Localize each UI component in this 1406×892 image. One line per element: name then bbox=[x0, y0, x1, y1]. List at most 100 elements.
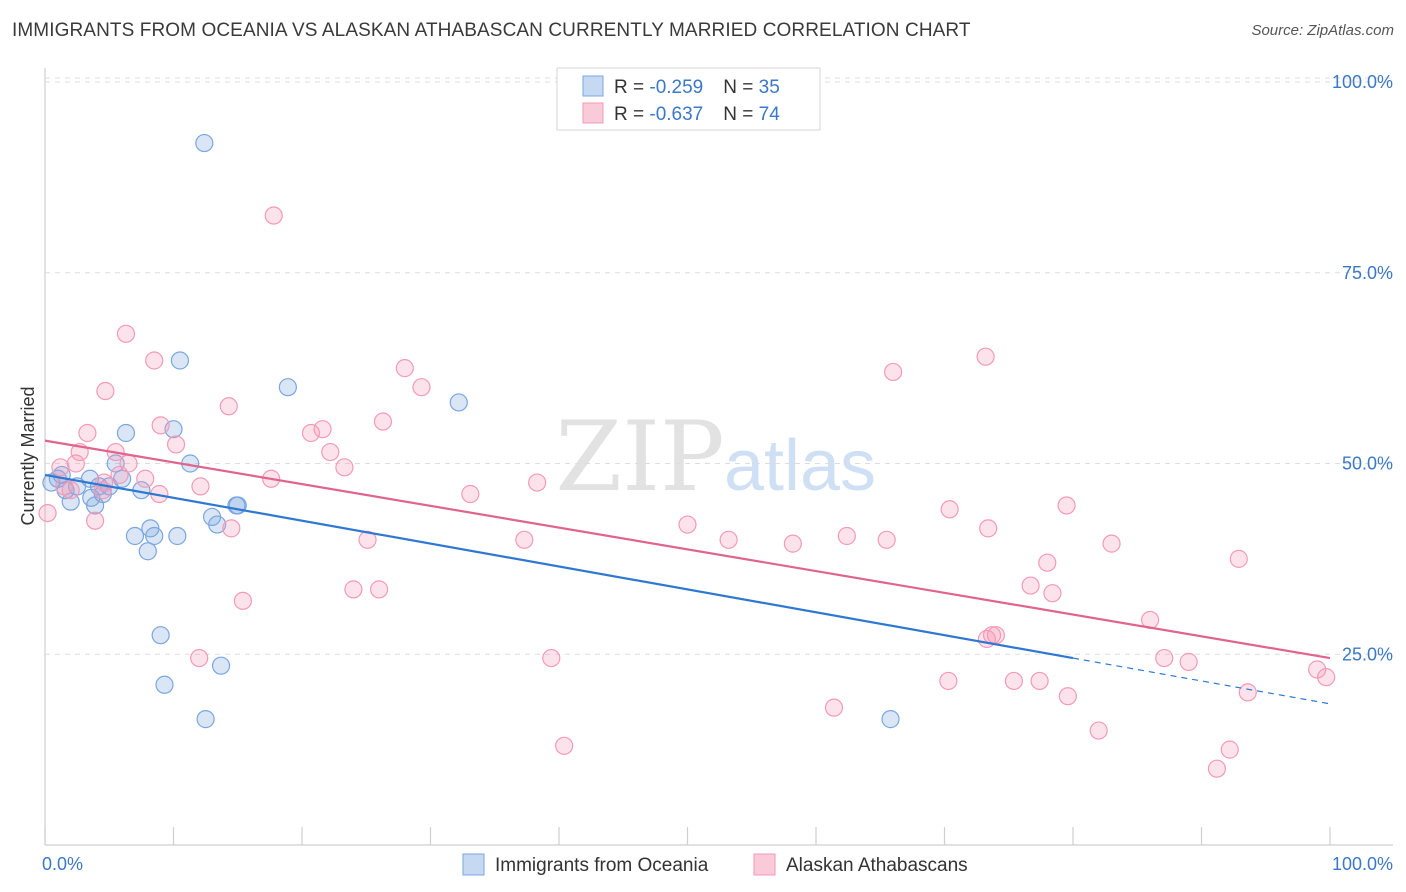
oceania-point-17 bbox=[138, 542, 157, 561]
oceania-point-35 bbox=[881, 710, 900, 729]
series-legend-swatch-oceania bbox=[462, 853, 485, 876]
athabascan-point-14 bbox=[119, 454, 138, 473]
athabascan-point-46 bbox=[837, 526, 856, 546]
athabascan-point-39 bbox=[528, 473, 547, 492]
oceania-point-33 bbox=[278, 378, 297, 397]
athabascan-point-31 bbox=[344, 580, 363, 599]
oceania-trend-line bbox=[44, 473, 1074, 660]
athabascan-point-26 bbox=[264, 206, 283, 225]
athabascan-point-24 bbox=[233, 591, 252, 610]
athabascan-point-61 bbox=[1057, 496, 1076, 515]
athabascan-point-21 bbox=[191, 477, 210, 496]
athabascan-point-73 bbox=[1317, 668, 1336, 687]
athabascan-point-4 bbox=[66, 454, 85, 473]
athabascan-point-6 bbox=[78, 423, 97, 443]
oceania-point-21 bbox=[155, 675, 174, 694]
athabascan-point-60 bbox=[1043, 584, 1062, 603]
legend-swatch-athabascan bbox=[582, 102, 604, 124]
watermark-zip: ZIP bbox=[555, 401, 724, 513]
athabascan-point-22 bbox=[219, 397, 238, 416]
athabascan-point-15 bbox=[136, 469, 155, 488]
trend-lines bbox=[44, 439, 1331, 705]
athabascan-point-58 bbox=[1030, 671, 1049, 691]
source-credit: Source: ZipAtlas.com bbox=[1251, 22, 1394, 39]
athabascan-point-9 bbox=[95, 473, 114, 492]
athabascan-point-28 bbox=[313, 420, 332, 439]
athabascan-point-69 bbox=[1220, 740, 1239, 759]
y-tick-label-75: 75.0% bbox=[1342, 263, 1393, 283]
athabascan-point-62 bbox=[1058, 687, 1077, 706]
series-legend-label-oceania: Immigrants from Oceania bbox=[495, 855, 709, 876]
oceania-point-30 bbox=[211, 656, 231, 675]
athabascan-point-49 bbox=[939, 671, 958, 691]
athabascan-point-64 bbox=[1102, 534, 1121, 553]
athabascan-point-52 bbox=[979, 519, 998, 538]
athabascan-point-23 bbox=[222, 519, 241, 538]
athabascan-point-30 bbox=[335, 458, 354, 477]
athabascan-point-56 bbox=[1004, 671, 1023, 691]
athabascan-point-66 bbox=[1155, 648, 1174, 668]
legend-r-label-athabascan: R = bbox=[614, 104, 649, 125]
athabascan-point-48 bbox=[883, 362, 903, 382]
athabascan-point-55 bbox=[986, 626, 1006, 645]
athabascan-point-51 bbox=[976, 347, 995, 366]
oceania-point-24 bbox=[170, 351, 190, 370]
athabascan-point-29 bbox=[321, 442, 340, 462]
athabascan-point-57 bbox=[1021, 576, 1040, 595]
athabascan-point-40 bbox=[542, 648, 561, 668]
athabascan-point-67 bbox=[1179, 652, 1198, 671]
athabascan-point-43 bbox=[719, 530, 738, 549]
x-tick-label-right: 100.0% bbox=[1332, 854, 1393, 874]
athabascan-point-19 bbox=[166, 435, 186, 454]
athabascan-point-41 bbox=[555, 736, 574, 755]
athabascan-point-20 bbox=[190, 648, 209, 668]
y-tick-label-50: 50.0% bbox=[1342, 454, 1393, 474]
oceania-point-14 bbox=[116, 423, 136, 443]
athabascan-point-34 bbox=[373, 412, 393, 431]
oceania-point-23 bbox=[168, 526, 187, 546]
series-legend-label-athabascan: Alaskan Athabascans bbox=[786, 855, 968, 876]
legend-n-label-oceania: N = bbox=[723, 77, 758, 98]
legend-r-oceania: -0.259 bbox=[649, 77, 703, 98]
athabascan-point-10 bbox=[96, 381, 115, 401]
legend-r-label-oceania: R = bbox=[614, 77, 649, 98]
y-tick-label-100: 100.0% bbox=[1332, 72, 1393, 92]
athabascan-point-71 bbox=[1238, 683, 1257, 702]
athabascan-point-42 bbox=[678, 515, 697, 534]
athabascan-point-36 bbox=[412, 378, 431, 397]
gridlines bbox=[45, 77, 1393, 655]
oceania-point-26 bbox=[195, 133, 214, 153]
y-tick-labels: 25.0% 50.0% 75.0% 100.0% bbox=[1332, 72, 1393, 664]
athabascan-point-37 bbox=[461, 484, 480, 504]
x-tick-label-left: 0.0% bbox=[42, 854, 83, 874]
oceania-point-19 bbox=[145, 526, 164, 546]
series-legend-swatch-athabascan bbox=[753, 853, 776, 876]
athabascan-trend-line bbox=[44, 439, 1331, 660]
x-ticks bbox=[44, 827, 1331, 845]
athabascan-point-33 bbox=[370, 580, 389, 599]
legend-row-oceania: R = -0.259 N = 35 bbox=[614, 77, 780, 98]
legend-swatch-oceania bbox=[582, 75, 604, 97]
legend-n-label-athabascan: N = bbox=[723, 104, 758, 125]
series-legend: Immigrants from Oceania Alaskan Athabasc… bbox=[462, 853, 968, 876]
legend-n-athabascan: 74 bbox=[759, 104, 781, 125]
stats-legend: R = -0.259 N = 35 R = -0.637 N = 74 bbox=[556, 67, 821, 131]
athabascan-point-27 bbox=[301, 423, 321, 443]
athabascan-point-35 bbox=[395, 359, 414, 378]
athabascan-point-0 bbox=[38, 503, 57, 523]
legend-n-oceania: 35 bbox=[759, 77, 780, 98]
athabascan-point-18 bbox=[151, 416, 170, 435]
athabascan-point-47 bbox=[877, 530, 896, 549]
athabascan-point-44 bbox=[783, 534, 802, 553]
legend-row-athabascan: R = -0.637 N = 74 bbox=[614, 104, 780, 125]
axes bbox=[44, 68, 1393, 846]
watermark-atlas: atlas bbox=[724, 426, 876, 506]
athabascan-point-59 bbox=[1038, 553, 1057, 572]
athabascan-point-50 bbox=[940, 500, 959, 519]
oceania-point-34 bbox=[449, 393, 468, 412]
athabascan-point-3 bbox=[61, 481, 80, 500]
athabascan-point-45 bbox=[824, 698, 844, 717]
oceania-trend-extension bbox=[1072, 657, 1331, 705]
athabascan-point-68 bbox=[1207, 759, 1227, 778]
